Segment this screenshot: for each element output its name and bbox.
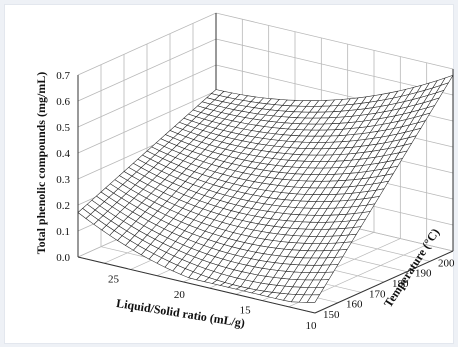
axis-edge [314,250,454,314]
y-tick-label: 170 [369,288,386,300]
x-tick-label: 15 [240,304,252,316]
z-tick-label: 0.6 [56,96,70,108]
tick-labels: 0.0 0.1 0.2 0.3 0.4 0.5 0.6 0.7 25 20 15 10 150 160 17… [56,70,455,332]
z-tick-label: 0.7 [56,70,70,82]
z-tick-label: 0.5 [56,122,70,134]
x-tick-label: 10 [306,320,318,332]
z-tick-label: 0.0 [56,252,70,264]
axis-edge [77,256,316,314]
z-tick-label: 0.4 [56,148,70,160]
surface-cell [77,208,91,219]
y-tick-label: 180 [392,278,409,290]
z-axis-label: Total phenolic compounds (mg/mL) [34,72,48,255]
y-tick-label: 190 [415,268,432,280]
z-tick-label: 0.2 [56,200,70,212]
z-tick-label: 0.3 [56,174,70,186]
grid-line [77,12,454,76]
x-tick-label: 25 [108,273,120,285]
y-tick-label: 200 [438,257,455,269]
x-axis-label: Liquid/Solid ratio (mL/g) [115,296,246,330]
z-tick-label: 0.1 [56,226,70,238]
surface-mesh [77,74,454,303]
y-tick-label: 160 [346,299,363,311]
x-tick-label: 20 [174,289,186,301]
y-tick-label: 150 [323,309,340,321]
